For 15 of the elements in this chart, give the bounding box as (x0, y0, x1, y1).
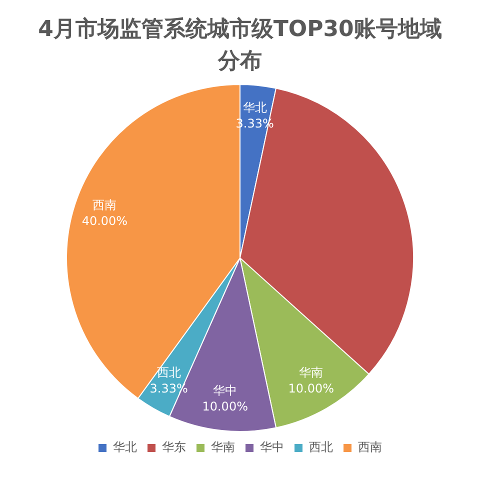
legend-label: 华中 (260, 440, 284, 454)
data-label: 10.00% (288, 381, 334, 396)
chart-title: 4月市场监管系统城市级TOP30账号地域分布 (37, 16, 443, 76)
slice-label: 华中 (213, 384, 238, 398)
data-label: 40.00% (82, 214, 128, 228)
slice-label: 华北 (242, 100, 267, 115)
legend-label: 华东 (162, 440, 186, 454)
slice-label: 西南 (92, 198, 117, 212)
legend-label: 华南 (211, 440, 235, 454)
legend-label: 西北 (309, 440, 333, 454)
slice-label: 华南 (299, 365, 324, 380)
legend-label: 西南 (358, 440, 382, 454)
slice-label: 西北 (156, 365, 181, 380)
legend-label: 华北 (113, 440, 137, 454)
data-label: 10.00% (202, 400, 248, 414)
